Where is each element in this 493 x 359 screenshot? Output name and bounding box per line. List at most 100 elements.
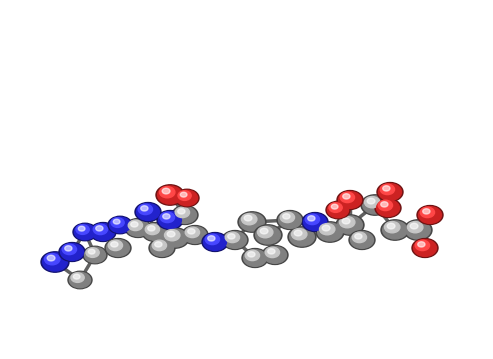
Circle shape xyxy=(423,209,430,214)
Circle shape xyxy=(127,220,149,236)
Circle shape xyxy=(65,246,72,251)
Circle shape xyxy=(41,252,69,272)
Circle shape xyxy=(73,274,80,279)
Circle shape xyxy=(304,214,326,230)
Circle shape xyxy=(378,200,392,211)
Circle shape xyxy=(339,192,361,208)
Circle shape xyxy=(152,240,167,251)
Circle shape xyxy=(316,222,344,242)
Circle shape xyxy=(93,224,107,235)
Circle shape xyxy=(68,271,92,289)
Circle shape xyxy=(143,224,167,240)
Circle shape xyxy=(59,243,85,261)
Circle shape xyxy=(78,226,85,231)
Circle shape xyxy=(125,219,151,237)
Circle shape xyxy=(208,236,215,241)
Circle shape xyxy=(202,233,228,251)
Circle shape xyxy=(108,216,132,234)
Circle shape xyxy=(319,224,335,235)
Circle shape xyxy=(290,228,315,246)
Circle shape xyxy=(88,249,95,254)
Circle shape xyxy=(343,194,350,199)
Circle shape xyxy=(291,229,307,240)
Circle shape xyxy=(264,247,286,264)
Circle shape xyxy=(260,228,268,234)
Circle shape xyxy=(228,234,235,239)
Circle shape xyxy=(238,212,266,232)
Circle shape xyxy=(138,204,152,215)
Circle shape xyxy=(245,250,259,261)
Circle shape xyxy=(106,240,130,256)
Circle shape xyxy=(322,225,330,231)
Circle shape xyxy=(329,203,342,213)
Circle shape xyxy=(47,255,55,261)
Circle shape xyxy=(327,202,349,218)
Circle shape xyxy=(337,191,363,209)
Circle shape xyxy=(381,202,388,207)
Circle shape xyxy=(157,210,183,229)
Circle shape xyxy=(338,216,362,234)
Circle shape xyxy=(410,223,418,229)
Circle shape xyxy=(352,232,367,243)
Circle shape xyxy=(61,244,83,260)
Circle shape xyxy=(385,222,400,233)
Circle shape xyxy=(205,234,219,244)
Circle shape xyxy=(375,199,401,218)
Circle shape xyxy=(111,242,118,247)
Circle shape xyxy=(111,218,124,227)
Circle shape xyxy=(331,204,338,209)
Circle shape xyxy=(180,192,187,197)
Circle shape xyxy=(142,223,168,242)
Circle shape xyxy=(262,246,288,265)
Circle shape xyxy=(223,232,246,248)
Circle shape xyxy=(415,240,429,251)
Circle shape xyxy=(83,246,107,264)
Circle shape xyxy=(177,209,185,214)
Circle shape xyxy=(71,273,84,283)
Circle shape xyxy=(279,212,301,228)
Circle shape xyxy=(254,225,282,245)
Circle shape xyxy=(70,272,91,288)
Circle shape xyxy=(175,207,189,218)
Circle shape xyxy=(412,238,438,257)
Circle shape xyxy=(383,186,390,191)
Circle shape xyxy=(159,212,181,228)
Circle shape xyxy=(308,216,315,221)
Circle shape xyxy=(240,213,264,231)
Circle shape xyxy=(355,234,362,239)
Circle shape xyxy=(141,206,148,211)
Circle shape xyxy=(381,220,409,240)
Circle shape xyxy=(44,253,60,265)
Circle shape xyxy=(167,231,175,237)
Circle shape xyxy=(244,215,252,221)
Circle shape xyxy=(351,232,373,248)
Circle shape xyxy=(247,252,255,257)
Circle shape xyxy=(222,230,248,250)
Circle shape xyxy=(43,253,68,271)
Circle shape xyxy=(419,207,441,223)
Circle shape xyxy=(113,219,120,224)
Circle shape xyxy=(367,198,375,204)
Circle shape xyxy=(150,240,174,256)
Circle shape xyxy=(377,200,399,216)
Circle shape xyxy=(163,229,187,247)
Circle shape xyxy=(288,227,316,247)
Circle shape xyxy=(161,228,189,248)
Circle shape xyxy=(326,201,350,219)
Circle shape xyxy=(363,196,387,214)
Circle shape xyxy=(73,223,97,241)
Circle shape xyxy=(76,225,89,234)
Circle shape xyxy=(96,226,103,231)
Circle shape xyxy=(86,248,99,257)
Circle shape xyxy=(380,184,394,195)
Circle shape xyxy=(185,227,200,238)
Circle shape xyxy=(361,195,389,215)
Circle shape xyxy=(165,230,180,241)
Circle shape xyxy=(183,227,207,243)
Circle shape xyxy=(418,242,425,247)
Circle shape xyxy=(105,238,131,257)
Circle shape xyxy=(282,214,290,219)
Circle shape xyxy=(242,248,268,267)
Circle shape xyxy=(379,184,401,200)
Circle shape xyxy=(84,247,106,263)
